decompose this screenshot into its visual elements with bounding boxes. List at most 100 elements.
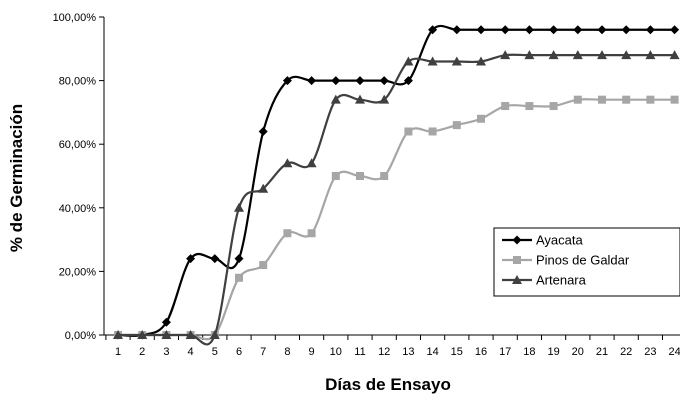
x-tick-label: 4 — [188, 346, 194, 358]
x-tick-label: 19 — [547, 346, 559, 358]
data-point-artenara — [403, 56, 414, 66]
x-tick-label: 3 — [163, 346, 169, 358]
data-point-ayacata — [452, 25, 462, 35]
data-point-ayacata — [476, 25, 486, 35]
data-point-artenara — [427, 56, 438, 66]
data-point-artenara — [476, 56, 486, 66]
data-point-ayacata — [500, 25, 510, 35]
x-axis-title: Días de Ensayo — [325, 375, 451, 394]
data-point-artenara — [524, 50, 535, 60]
legend-label-artenara: Artenara — [536, 273, 587, 288]
data-point-ayacata — [573, 25, 583, 35]
data-point-pinos-de-galdar — [670, 95, 679, 104]
y-tick-label: 40,00% — [59, 203, 97, 215]
data-point-pinos-de-galdar — [549, 102, 558, 111]
data-point-pinos-de-galdar — [525, 102, 534, 111]
x-tick-label: 12 — [378, 346, 390, 358]
x-tick-label: 20 — [572, 346, 584, 358]
series-layer — [113, 24, 680, 346]
data-point-pinos-de-galdar — [501, 102, 510, 111]
y-tick-label: 60,00% — [59, 139, 97, 151]
data-point-artenara — [113, 330, 123, 339]
y-tick-label: 20,00% — [59, 266, 97, 278]
series-pinos-de-galdar — [114, 95, 679, 341]
x-tick-label: 10 — [330, 346, 342, 358]
data-point-artenara — [234, 202, 244, 212]
y-tick-label: 80,00% — [59, 76, 97, 88]
data-point-pinos-de-galdar — [573, 95, 582, 104]
data-point-pinos-de-galdar — [307, 229, 316, 238]
x-tick-label: 5 — [212, 346, 218, 358]
y-tick-label: 100,00% — [53, 12, 97, 24]
x-tick-label: 15 — [451, 346, 463, 358]
x-tick-label: 9 — [309, 346, 315, 358]
data-point-pinos-de-galdar — [404, 127, 413, 136]
data-point-ayacata — [549, 25, 559, 35]
data-point-artenara — [355, 94, 365, 104]
data-point-ayacata — [258, 126, 268, 136]
x-tick-label: 7 — [260, 346, 266, 358]
x-tick-label: 17 — [499, 346, 511, 358]
series-artenara — [113, 50, 680, 346]
x-tick-label: 6 — [236, 346, 242, 358]
data-point-pinos-de-galdar — [452, 121, 461, 130]
data-point-ayacata — [186, 254, 196, 264]
data-point-ayacata — [597, 25, 607, 35]
data-point-artenara — [330, 94, 341, 104]
data-point-ayacata — [282, 76, 292, 86]
data-point-ayacata — [234, 254, 244, 264]
data-point-artenara — [500, 50, 511, 60]
data-point-artenara — [306, 158, 317, 168]
data-point-pinos-de-galdar — [477, 114, 485, 123]
data-point-ayacata — [161, 317, 171, 327]
data-point-artenara — [185, 330, 196, 339]
x-tick-label: 24 — [668, 346, 680, 358]
x-tick-label: 1 — [115, 346, 121, 358]
data-point-artenara — [379, 94, 390, 104]
data-point-ayacata — [670, 25, 680, 35]
labels-layer: Días de Ensayo % de Germinación — [7, 104, 451, 394]
data-point-ayacata — [307, 76, 317, 86]
x-tick-label: 14 — [426, 346, 438, 358]
data-point-pinos-de-galdar — [598, 95, 606, 104]
x-tick-label: 2 — [139, 346, 145, 358]
data-point-pinos-de-galdar — [331, 172, 340, 180]
data-point-artenara — [597, 50, 607, 60]
series-line-artenara — [118, 53, 675, 346]
data-point-ayacata — [621, 25, 631, 35]
data-point-pinos-de-galdar — [380, 172, 389, 180]
legend-label-pinos-de-galdar: Pinos de Galdar — [536, 253, 630, 268]
data-point-artenara — [161, 330, 172, 339]
data-point-ayacata — [524, 25, 534, 35]
data-point-ayacata — [428, 25, 438, 35]
data-point-pinos-de-galdar — [283, 229, 292, 238]
axes-layer: 0,00%20,00%40,00%60,00%80,00%100,00%1 2 3 4… — [53, 12, 680, 358]
data-point-pinos-de-galdar — [646, 95, 655, 104]
series-line-pinos-de-galdar — [118, 98, 675, 341]
x-tick-label: 16 — [475, 346, 487, 358]
data-point-pinos-de-galdar — [622, 95, 631, 104]
x-tick-label: 23 — [644, 346, 656, 358]
y-tick-label: 0,00% — [65, 330, 96, 342]
y-axis-title: % de Germinación — [7, 104, 26, 252]
x-tick-label: 13 — [402, 346, 414, 358]
x-tick-label: 21 — [596, 346, 608, 358]
data-point-pinos-de-galdar — [235, 273, 243, 282]
series-ayacata — [113, 24, 680, 340]
data-point-artenara — [621, 50, 632, 60]
data-point-artenara — [645, 50, 656, 60]
legend-marker-pinos-de-galdar — [513, 256, 521, 264]
data-point-ayacata — [210, 254, 220, 264]
data-point-artenara — [209, 330, 220, 339]
x-tick-label: 22 — [620, 346, 632, 358]
x-tick-label: 18 — [523, 346, 535, 358]
data-point-artenara — [451, 56, 462, 66]
data-point-artenara — [137, 330, 148, 339]
data-point-ayacata — [355, 76, 365, 86]
data-point-artenara — [282, 158, 293, 168]
data-point-pinos-de-galdar — [356, 172, 364, 180]
data-point-artenara — [258, 183, 269, 193]
legend: Ayacata Pinos de Galdar Artenara — [493, 227, 680, 297]
